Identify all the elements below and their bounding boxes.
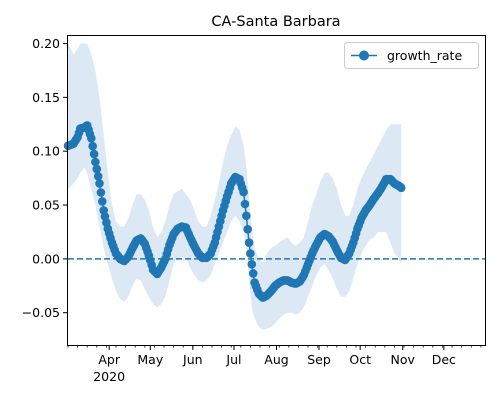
data-point <box>89 149 99 159</box>
data-point <box>242 211 251 221</box>
y-tick-label: −0.05 <box>22 305 60 320</box>
x-tick-label: Jul <box>225 352 241 367</box>
data-point <box>96 188 106 197</box>
x-tick-label: Sep <box>307 352 331 367</box>
data-point <box>91 157 100 167</box>
legend-label-growth-rate: growth_rate <box>387 48 462 63</box>
data-point <box>243 225 252 234</box>
plot-frame <box>67 35 486 346</box>
x-tick-label: Apr <box>98 352 120 367</box>
legend-box <box>344 42 479 69</box>
x-tick-label: Nov <box>390 352 415 367</box>
chart-title: CA-Santa Barbara <box>211 14 340 30</box>
x-axis: Apr 2020 May Jun Jul Aug Sep Oct Nov Dec <box>67 345 482 384</box>
data-point <box>246 249 255 258</box>
y-axis: −0.05 0.00 0.05 0.10 0.15 0.20 <box>22 36 68 320</box>
legend: growth_rate <box>344 42 479 69</box>
x-tick-label: Oct <box>349 352 371 367</box>
data-point <box>95 179 104 188</box>
x-tick-year-label: 2020 <box>93 369 125 384</box>
legend-marker-swatch <box>359 50 369 61</box>
y-tick-label: 0.10 <box>32 144 60 159</box>
y-tick-label: 0.15 <box>32 90 60 105</box>
data-point <box>88 141 97 151</box>
x-tick-label: Dec <box>432 352 456 367</box>
data-point <box>248 269 258 278</box>
data-point <box>93 172 103 181</box>
plot-area <box>63 43 485 330</box>
growth-rate-points <box>63 121 406 302</box>
data-point <box>92 164 102 174</box>
data-point <box>239 187 248 197</box>
confidence-band <box>68 43 402 330</box>
x-tick-label: Jun <box>182 352 203 367</box>
data-point <box>247 260 257 269</box>
x-tick-label: Aug <box>264 352 288 367</box>
data-point <box>244 238 254 247</box>
y-tick-label: 0.00 <box>32 251 60 266</box>
data-point <box>87 134 96 143</box>
data-point <box>240 199 250 209</box>
x-tick-label: May <box>137 352 163 367</box>
y-tick-label: 0.20 <box>32 36 60 51</box>
data-point <box>98 197 107 206</box>
y-tick-label: 0.05 <box>32 198 60 213</box>
data-point <box>397 183 406 193</box>
